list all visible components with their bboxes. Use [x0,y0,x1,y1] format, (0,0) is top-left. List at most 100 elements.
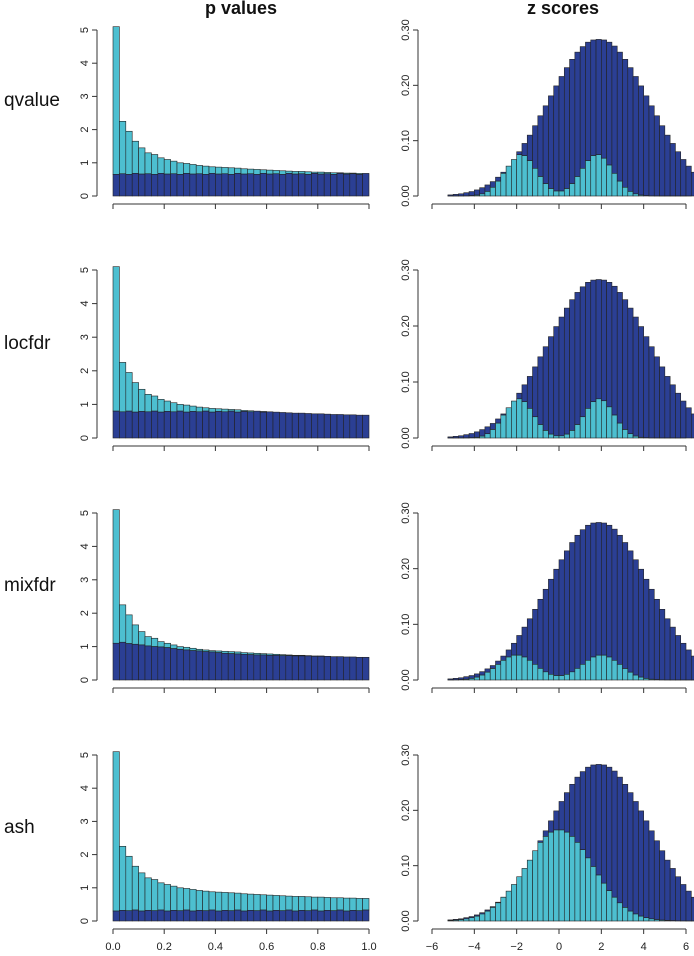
bar-null [590,279,597,403]
bar-alt [632,913,639,922]
bar-alt [548,674,555,681]
y-tick-label: 1 [79,885,91,891]
bar-null [484,426,491,435]
x-tick-label: 0.6 [259,941,274,953]
bar-alt [579,849,586,922]
y-tick-label: 0.10 [400,371,412,392]
bar-null [157,411,165,439]
bar-alt [195,165,203,175]
bar-null [195,173,203,197]
bar-alt [298,896,306,911]
bar-alt [505,407,512,439]
bar-null [311,909,319,922]
bar-alt [157,882,165,911]
bar-null [304,174,312,197]
bar-null [208,173,216,197]
bar-alt [484,191,491,197]
bar-alt [495,180,502,197]
bar-null [484,184,491,192]
bar-null [202,410,210,439]
bar-null [234,411,242,439]
row-label-ash: ash [4,817,35,838]
bar-alt [553,829,560,922]
y-tick-label: 5 [79,27,91,33]
bar-alt [590,656,597,681]
bar-alt [221,650,229,654]
bar-alt [463,918,470,922]
bar-null [638,568,644,678]
bar-null [170,173,178,197]
y-tick-label: 0.00 [400,427,412,448]
bar-alt [468,678,475,681]
panel-p-qvalue: 0 1 2 3 4 5 [79,26,370,209]
bar-null [112,910,120,922]
bar-null [553,568,560,676]
bar-alt [291,896,299,912]
bar-alt [468,917,475,922]
bar-alt [170,644,178,649]
bar-null [622,59,629,188]
bar-null [279,655,287,681]
bar-null [521,143,528,156]
bar-alt [208,891,216,911]
bar-alt [484,671,491,681]
bar-null [526,618,533,661]
bar-alt [563,188,570,197]
bar-alt [616,422,623,439]
x-tick-label: −2 [510,941,523,953]
bar-null [131,909,139,922]
bar-alt [291,171,299,175]
bar-alt [606,656,613,681]
bar-alt [202,890,210,912]
bar-alt [558,675,565,681]
bar-alt [112,751,120,912]
y-tick-label: 5 [79,752,91,758]
bar-null [664,618,671,681]
bar-alt [648,918,655,922]
bar-null [474,673,480,678]
bar-null [595,522,602,656]
bar-null [468,433,475,439]
bar-null [183,173,191,197]
bar-alt [622,429,629,439]
bar-alt [234,409,242,413]
bar-alt [189,889,197,912]
bar-alt [474,194,480,197]
bar-null [659,850,666,921]
bar-null [279,412,287,439]
bar-null [669,868,676,921]
bar-null [157,646,165,681]
bars [112,509,370,681]
bar-null [343,173,351,197]
bar-null [151,910,159,922]
bar-null [611,285,618,416]
bar-null [532,609,539,665]
bar-null [234,909,242,922]
y-tick-label: 1 [79,401,91,407]
bar-null [474,189,480,196]
bar-alt [521,401,528,439]
bar-alt [511,884,517,922]
y-tick-label: 0 [79,918,91,924]
bar-null [669,143,676,197]
bar-null [563,550,570,675]
bar-alt [616,664,623,681]
bar-null [516,635,523,656]
bar-null [247,910,255,922]
bar-null [627,550,634,673]
bars [112,266,370,439]
bar-null [125,410,133,439]
bar-null [669,384,676,439]
bar-null [323,910,331,922]
bar-null [330,910,338,922]
bar-null [298,173,306,197]
bar-alt [144,636,152,647]
bar-alt [215,166,223,175]
bar-alt [548,433,555,439]
bar-null [532,366,539,418]
bar-null [119,173,127,197]
bar-alt [298,171,306,175]
bar-null [202,174,210,197]
bar-null [221,910,229,922]
bar-alt [474,436,480,439]
